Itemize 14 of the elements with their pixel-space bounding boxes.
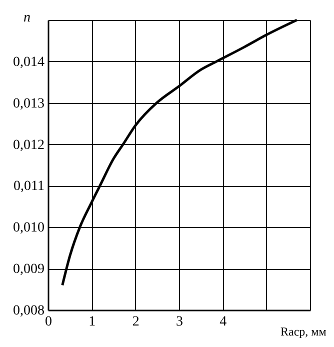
y-tick-label: 0,014: [13, 54, 44, 70]
y-axis-title: n: [24, 10, 30, 26]
y-tick-label: 0,009: [13, 262, 44, 278]
y-tick-label: 0,008: [13, 304, 44, 318]
x-tick-label: 1: [88, 314, 96, 330]
y-tick-label: 0,010: [13, 220, 44, 236]
x-tick-label: 4: [220, 314, 227, 330]
y-tick-label: 0,013: [13, 96, 44, 112]
y-tick-label: 0,012: [13, 138, 44, 153]
x-axis-title: Rаср, мм: [280, 324, 327, 338]
x-tick-label: 3: [176, 314, 183, 330]
x-tick-label: 0: [45, 314, 52, 330]
x-tick-label: 2: [132, 314, 140, 330]
y-tick-label: 0,011: [14, 179, 44, 194]
